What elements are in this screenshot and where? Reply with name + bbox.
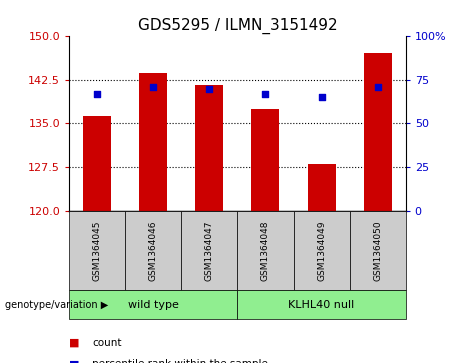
Text: ■: ■ (69, 359, 80, 363)
Text: wild type: wild type (128, 300, 179, 310)
Point (94, 91, 101, 97)
Bar (195, 85, 224, 211)
Point (374, 85, 381, 90)
Point (262, 91, 269, 97)
Point (149, 85, 157, 90)
Text: GSM1364049: GSM1364049 (317, 220, 326, 281)
Point (318, 94, 325, 100)
Bar (307, 164, 336, 211)
Title: GDS5295 / ILMN_3151492: GDS5295 / ILMN_3151492 (137, 17, 337, 33)
Text: genotype/variation ▶: genotype/variation ▶ (5, 300, 108, 310)
Text: GSM1364045: GSM1364045 (93, 220, 102, 281)
Bar (139, 73, 167, 211)
Text: GSM1364046: GSM1364046 (149, 220, 158, 281)
Bar (364, 53, 392, 211)
Bar (83, 117, 111, 211)
Text: KLHL40 null: KLHL40 null (289, 300, 355, 310)
Text: percentile rank within the sample: percentile rank within the sample (92, 359, 268, 363)
Text: GSM1364048: GSM1364048 (261, 220, 270, 281)
Text: count: count (92, 338, 122, 348)
Text: ■: ■ (69, 338, 80, 348)
Text: GSM1364050: GSM1364050 (373, 220, 382, 281)
Point (206, 86, 213, 91)
Bar (251, 109, 279, 211)
Text: GSM1364047: GSM1364047 (205, 220, 214, 281)
